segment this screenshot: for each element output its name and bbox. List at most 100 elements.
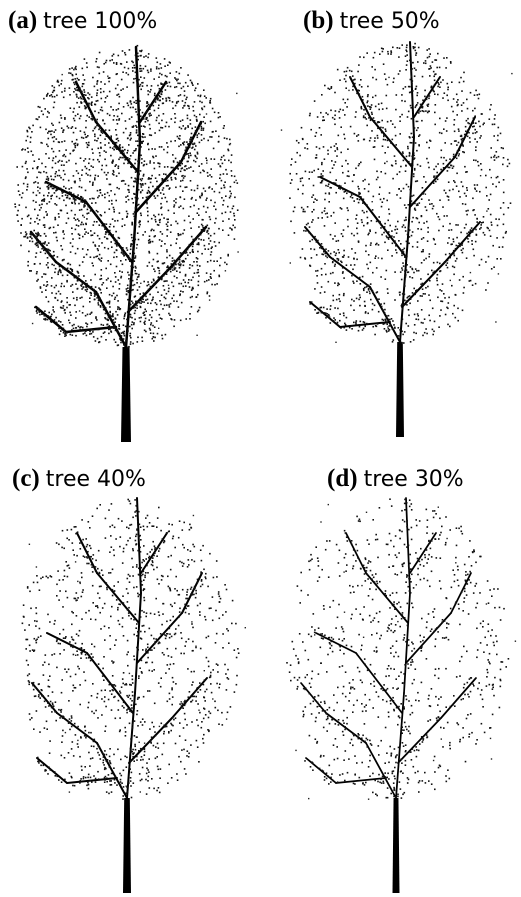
point bbox=[379, 187, 381, 189]
point bbox=[153, 336, 155, 338]
point bbox=[417, 61, 419, 63]
point bbox=[377, 301, 379, 303]
point bbox=[99, 238, 101, 240]
point bbox=[130, 343, 132, 345]
point bbox=[192, 681, 194, 683]
point bbox=[155, 758, 157, 760]
point bbox=[475, 160, 477, 162]
point bbox=[134, 746, 136, 748]
point bbox=[357, 233, 359, 235]
point bbox=[51, 94, 53, 96]
point bbox=[281, 129, 282, 130]
point bbox=[391, 235, 393, 237]
point bbox=[90, 103, 92, 105]
point bbox=[154, 641, 156, 643]
point bbox=[149, 105, 151, 107]
point bbox=[444, 297, 446, 299]
point bbox=[73, 198, 75, 200]
point bbox=[128, 105, 130, 107]
point bbox=[451, 106, 453, 108]
point bbox=[449, 253, 451, 255]
point bbox=[412, 292, 414, 294]
point bbox=[113, 585, 115, 587]
panel-label: tree 40% bbox=[46, 467, 146, 492]
point bbox=[94, 119, 96, 121]
point bbox=[113, 207, 115, 209]
point bbox=[363, 109, 365, 111]
point bbox=[405, 323, 407, 325]
point bbox=[82, 327, 84, 329]
point bbox=[149, 551, 151, 553]
point bbox=[446, 215, 448, 217]
point bbox=[20, 245, 22, 247]
point bbox=[198, 275, 200, 277]
point bbox=[211, 251, 213, 253]
point bbox=[305, 171, 307, 173]
point bbox=[436, 280, 438, 282]
point bbox=[93, 746, 95, 748]
point bbox=[322, 246, 324, 248]
point bbox=[358, 64, 360, 66]
point bbox=[38, 684, 40, 686]
point bbox=[422, 99, 424, 101]
point bbox=[359, 305, 361, 307]
point bbox=[20, 224, 22, 226]
point bbox=[143, 312, 145, 314]
panel-caption: (a)tree 100% bbox=[8, 7, 157, 34]
point bbox=[64, 333, 66, 335]
point bbox=[79, 106, 81, 108]
point bbox=[407, 148, 409, 150]
point bbox=[46, 178, 48, 180]
panel-label: tree 30% bbox=[364, 467, 464, 492]
point bbox=[129, 253, 131, 255]
point bbox=[237, 209, 239, 211]
point bbox=[114, 327, 116, 329]
point bbox=[81, 285, 83, 287]
point bbox=[365, 251, 367, 253]
point bbox=[434, 93, 436, 95]
point bbox=[360, 162, 362, 164]
point bbox=[105, 518, 107, 520]
point bbox=[147, 143, 149, 145]
point bbox=[180, 67, 182, 69]
point bbox=[50, 134, 52, 136]
point bbox=[154, 613, 156, 615]
point bbox=[304, 211, 306, 213]
point bbox=[406, 300, 408, 302]
point bbox=[476, 131, 478, 133]
point bbox=[128, 278, 130, 280]
point bbox=[102, 110, 104, 112]
point bbox=[128, 199, 130, 201]
point bbox=[194, 561, 196, 563]
point bbox=[136, 623, 138, 625]
point bbox=[171, 179, 173, 181]
point bbox=[169, 100, 171, 102]
point bbox=[137, 89, 139, 91]
point bbox=[355, 323, 357, 325]
point bbox=[199, 614, 201, 616]
point bbox=[132, 97, 134, 99]
point bbox=[187, 589, 189, 591]
point bbox=[415, 318, 417, 320]
point bbox=[50, 769, 52, 771]
point bbox=[225, 212, 227, 214]
point bbox=[174, 276, 176, 278]
point bbox=[161, 74, 163, 76]
point bbox=[81, 187, 83, 189]
point bbox=[140, 283, 141, 284]
point bbox=[383, 232, 385, 234]
point bbox=[189, 152, 191, 154]
point bbox=[122, 264, 124, 266]
point bbox=[25, 207, 27, 209]
point bbox=[209, 677, 211, 679]
point bbox=[156, 57, 158, 59]
point bbox=[428, 294, 430, 296]
point bbox=[433, 262, 435, 264]
point bbox=[390, 120, 392, 122]
point bbox=[128, 612, 130, 614]
point bbox=[338, 187, 340, 189]
point bbox=[365, 245, 367, 247]
point bbox=[175, 105, 177, 107]
point bbox=[447, 89, 449, 91]
point bbox=[142, 234, 144, 236]
